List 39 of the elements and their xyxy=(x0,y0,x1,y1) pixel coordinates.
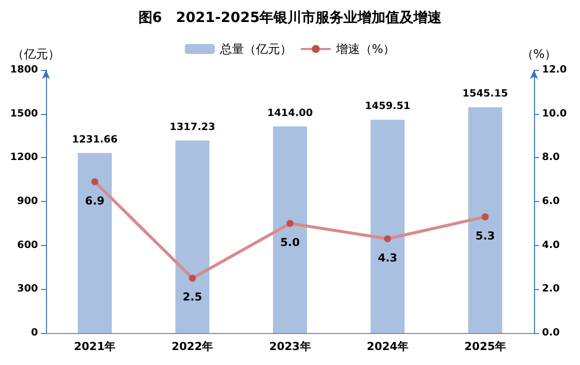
y-axis-title: （亿元） xyxy=(12,47,60,61)
y2-tick-label: 10.0 xyxy=(542,108,567,120)
bar xyxy=(78,153,112,333)
y2-tick-label: 6.0 xyxy=(542,196,560,207)
data-label: 6.9 xyxy=(85,194,105,208)
y2-tick-label: 12.0 xyxy=(542,64,567,76)
bar xyxy=(175,140,210,333)
data-label: 1317.23 xyxy=(170,122,216,134)
legend-label: 总量（亿元） xyxy=(218,42,292,56)
x-tick-label: 2024年 xyxy=(366,340,408,353)
bar xyxy=(370,120,405,333)
y-tick-label: 900 xyxy=(17,196,38,207)
y-tick-label: 1500 xyxy=(10,108,38,120)
y2-tick-label: 0.0 xyxy=(542,328,560,338)
data-label: 1545.15 xyxy=(462,88,508,100)
data-label: 1459.51 xyxy=(364,101,410,112)
data-label: 5.0 xyxy=(280,236,300,249)
data-label: 1231.66 xyxy=(72,134,118,146)
y-tick-label: 1800 xyxy=(10,64,38,76)
x-tick-label: 2023年 xyxy=(269,340,311,353)
y2-tick-label: 8.0 xyxy=(542,152,560,164)
y-tick-label: 300 xyxy=(17,284,38,295)
x-tick-label: 2025年 xyxy=(464,340,506,353)
x-tick-label: 2022年 xyxy=(172,340,214,353)
data-label: 4.3 xyxy=(378,251,398,264)
y-tick-label: 600 xyxy=(17,240,38,251)
x-tick-label: 2021年 xyxy=(74,340,116,353)
y2-tick-label: 4.0 xyxy=(542,240,560,251)
y2-tick-label: 2.0 xyxy=(542,284,560,295)
y-tick-label: 1200 xyxy=(10,152,38,164)
y-tick-label: 0 xyxy=(31,328,38,338)
data-label: 2.5 xyxy=(182,290,202,304)
bar xyxy=(273,126,307,333)
y2-axis-title: （%） xyxy=(521,47,557,61)
data-label: 1414.00 xyxy=(267,108,313,119)
bar xyxy=(468,107,502,333)
chart-title: 图6 2021-2025年银川市服务业增加值及增速 xyxy=(138,9,443,26)
data-label: 5.3 xyxy=(475,229,495,242)
legend-label: 增速（%） xyxy=(334,42,396,56)
